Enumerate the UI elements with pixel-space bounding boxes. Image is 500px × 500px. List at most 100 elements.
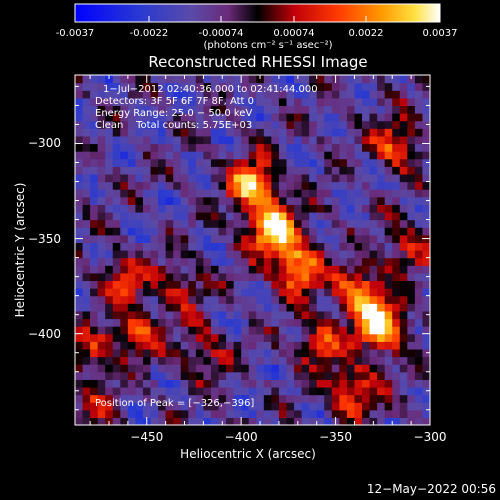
heatmap-cell xyxy=(203,364,212,373)
x-tick-label: −300 xyxy=(413,430,447,444)
heatmap-cell xyxy=(195,211,205,221)
heatmap-cell xyxy=(256,394,265,403)
heatmap-cell xyxy=(256,265,265,274)
heatmap-cell xyxy=(362,417,371,425)
heatmap-cell xyxy=(158,211,167,221)
heatmap-cell xyxy=(180,97,189,107)
heatmap-cell xyxy=(241,242,250,251)
heatmap-cell xyxy=(90,394,99,403)
heatmap-cell xyxy=(195,386,205,396)
heatmap-cell xyxy=(90,97,99,107)
heatmap-cell xyxy=(399,371,408,380)
heatmap-cell xyxy=(399,234,408,243)
heatmap-cell xyxy=(369,295,378,304)
heatmap-cell xyxy=(331,310,340,320)
heatmap-cell xyxy=(346,166,356,175)
heatmap-cell xyxy=(339,409,348,418)
heatmap-cell xyxy=(97,105,106,114)
heatmap-cell xyxy=(120,143,129,152)
heatmap-cell xyxy=(324,242,333,251)
heatmap-cell xyxy=(407,364,416,373)
heatmap-cell xyxy=(248,135,257,145)
heatmap-cell xyxy=(422,341,430,350)
heatmap-cell xyxy=(82,151,91,160)
heatmap-cell xyxy=(75,120,84,129)
heatmap-cell xyxy=(203,166,212,175)
heatmap-cell xyxy=(278,196,288,205)
heatmap-cell xyxy=(414,211,424,221)
heatmap-cell xyxy=(346,143,356,152)
heatmap-cell xyxy=(278,143,288,152)
heatmap-cell xyxy=(195,196,205,205)
heatmap-cell xyxy=(331,379,340,388)
heatmap-cell xyxy=(112,196,121,205)
heatmap-cell xyxy=(226,90,235,99)
heatmap-cell xyxy=(346,135,356,145)
heatmap-cell xyxy=(422,204,430,213)
heatmap-cell xyxy=(173,181,182,190)
heatmap-cell xyxy=(218,295,227,304)
heatmap-cell xyxy=(112,143,121,152)
heatmap-cell xyxy=(384,113,393,122)
heatmap-cell xyxy=(226,250,235,259)
heatmap-cell xyxy=(210,242,220,251)
heatmap-cell xyxy=(188,303,197,312)
heatmap-cell xyxy=(195,348,205,358)
heatmap-cell xyxy=(316,181,325,190)
heatmap-cell xyxy=(384,348,393,358)
heatmap-cell xyxy=(407,295,416,304)
heatmap-cell xyxy=(271,272,280,282)
heatmap-cell xyxy=(286,97,295,107)
heatmap-cell xyxy=(271,295,280,304)
heatmap-cell xyxy=(286,310,295,320)
heatmap-cell xyxy=(294,196,303,205)
heatmap-cell xyxy=(407,90,416,99)
heatmap-cell xyxy=(150,371,159,380)
heatmap-cell xyxy=(218,173,227,183)
heatmap-cell xyxy=(97,257,106,266)
heatmap-cell xyxy=(127,234,137,243)
heatmap-cell xyxy=(407,310,416,320)
heatmap-cell xyxy=(75,250,84,259)
heatmap-cell xyxy=(271,120,280,129)
heatmap-cell xyxy=(135,151,144,160)
heatmap-cell xyxy=(241,386,250,396)
heatmap-cell xyxy=(384,234,393,243)
heatmap-cell xyxy=(210,250,220,259)
heatmap-cell xyxy=(226,105,235,114)
heatmap-cell xyxy=(233,90,242,99)
heatmap-cell xyxy=(362,265,371,274)
heatmap-cell xyxy=(392,409,401,418)
heatmap-cell xyxy=(97,166,106,175)
heatmap-cell xyxy=(75,97,84,107)
heatmap-cell xyxy=(203,158,212,167)
heatmap-cell xyxy=(97,318,106,327)
heatmap-cell xyxy=(316,151,325,160)
heatmap-cell xyxy=(127,295,137,304)
heatmap-cell xyxy=(105,227,114,236)
heatmap-cell xyxy=(248,364,257,373)
heatmap-cell xyxy=(384,242,393,251)
heatmap-cell xyxy=(203,310,212,320)
heatmap-cell xyxy=(414,386,424,396)
heatmap-cell xyxy=(392,189,401,198)
heatmap-cell xyxy=(414,143,424,152)
heatmap-cell xyxy=(203,105,212,114)
heatmap-cell xyxy=(142,189,152,198)
heatmap-cell xyxy=(362,348,371,358)
heatmap-cell xyxy=(195,120,205,129)
heatmap-cell xyxy=(301,158,310,167)
heatmap-cell xyxy=(248,341,257,350)
heatmap-cell xyxy=(210,265,220,274)
heatmap-cell xyxy=(362,227,371,236)
heatmap-cell xyxy=(127,227,137,236)
heatmap-cell xyxy=(150,82,159,91)
heatmap-cell xyxy=(180,196,189,205)
heatmap-cell xyxy=(377,158,386,167)
heatmap-cell xyxy=(331,356,340,365)
heatmap-cell xyxy=(294,189,303,198)
heatmap-cell xyxy=(127,82,137,91)
heatmap-cell xyxy=(97,204,106,213)
heatmap-cell xyxy=(173,211,182,221)
heatmap-cell xyxy=(301,333,310,342)
